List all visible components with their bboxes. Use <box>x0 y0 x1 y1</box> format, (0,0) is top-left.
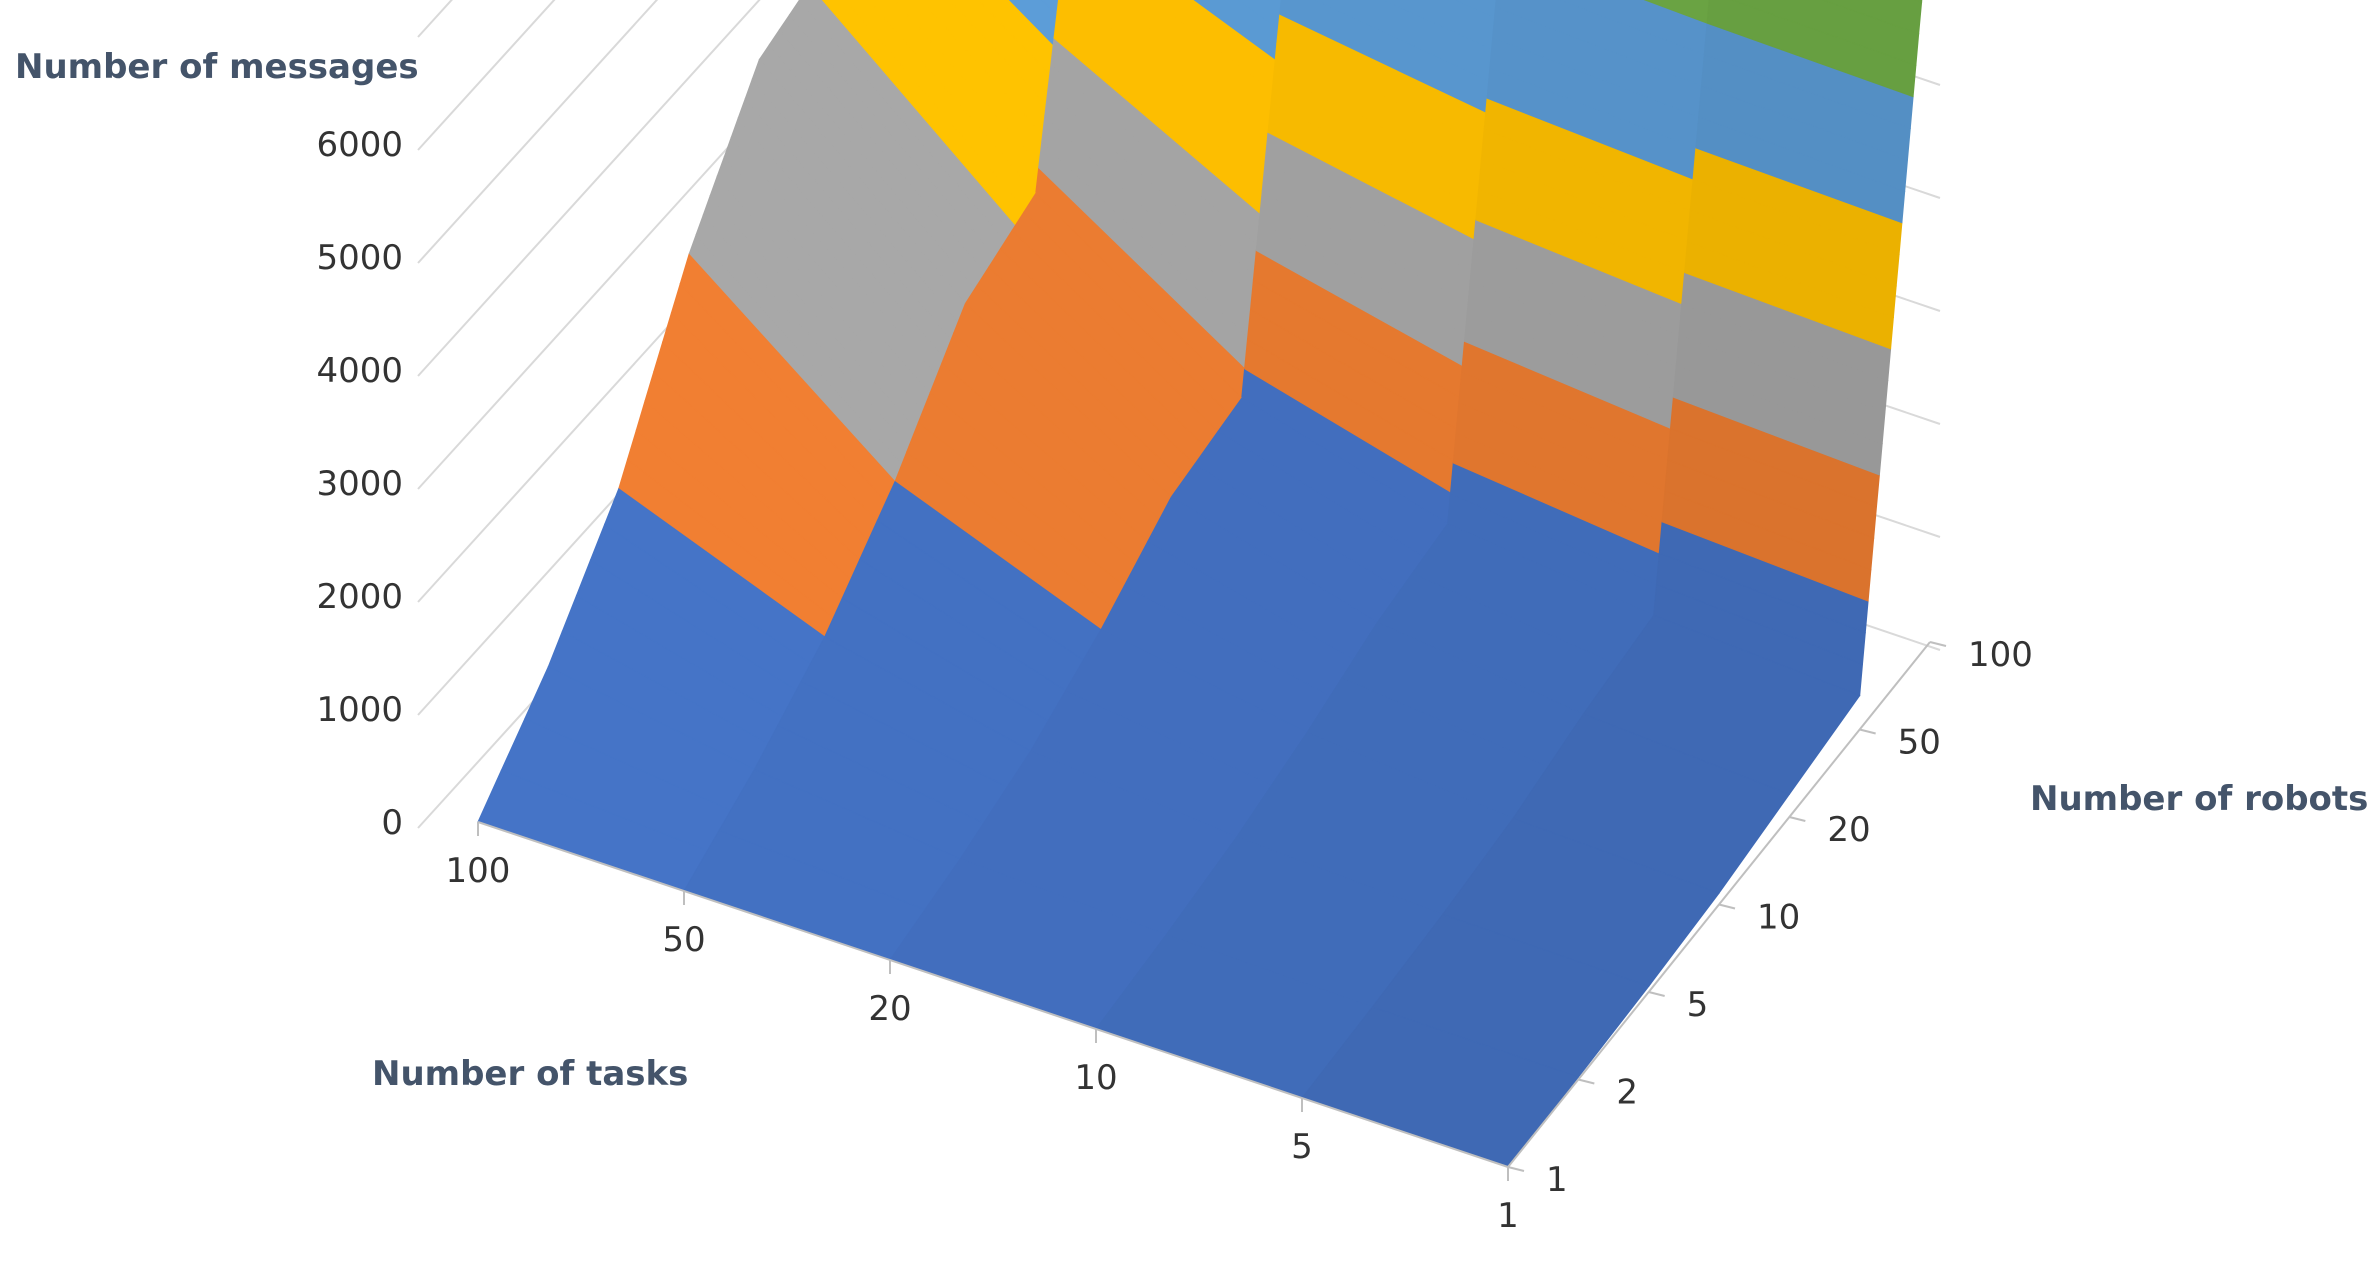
x-tick-label: 10 <box>1074 1058 1117 1098</box>
surface-patch <box>1730 0 1920 66</box>
y-axis-line <box>1507 641 1931 1168</box>
z-tick-label: 3000 <box>316 464 403 504</box>
z-tick-label: 0 <box>381 803 403 843</box>
y-tickmark <box>1507 1166 1525 1172</box>
y-tickmark <box>1789 816 1806 822</box>
y-tick-label: 10 <box>1757 898 1800 938</box>
x-axis-line <box>477 821 1509 1168</box>
z-tick-label: 1000 <box>316 690 403 730</box>
z-tick-label: 2000 <box>316 577 403 617</box>
z-tick-label: 5000 <box>316 238 403 278</box>
y-tick-label: 2 <box>1616 1073 1638 1113</box>
x-tick-label: 50 <box>662 920 705 960</box>
gridline <box>417 0 1941 264</box>
y-tickmark <box>1929 641 1947 647</box>
surface-patch <box>1706 0 1917 98</box>
surface-patch <box>1914 0 1923 3</box>
y-tick-label: 20 <box>1827 810 1870 850</box>
y-tick-label: 5 <box>1687 985 1709 1025</box>
surface <box>477 0 1923 1168</box>
y-tickmark <box>1718 903 1736 910</box>
y-tickmark <box>1578 1078 1595 1085</box>
z-tick-label: 6000 <box>316 125 403 165</box>
x-tick-label: 20 <box>868 989 911 1029</box>
surface-patch <box>1454 0 1497 18</box>
x-tick-label: 100 <box>446 851 511 891</box>
y-axis-title: Number of robots <box>2030 779 2368 819</box>
z-tick-label: 4000 <box>316 351 403 391</box>
surface-patch <box>1821 0 1923 35</box>
surface-patch <box>1041 0 1060 16</box>
y-tickmark <box>1648 991 1665 997</box>
y-tick-label: 1 <box>1546 1160 1568 1200</box>
y-tick-label: 100 <box>1968 635 2033 675</box>
y-tick-label: 50 <box>1898 723 1941 763</box>
x-axis-title: Number of tasks <box>372 1054 688 1094</box>
x-tick-label: 1 <box>1497 1196 1519 1236</box>
tick-labels: 0 1000 2000 3000 4000 5000 6000 1 5 10 20 50 100 1 2 5 1… <box>316 125 2032 1236</box>
y-tickmark <box>1859 728 1876 735</box>
x-tick-label: 5 <box>1291 1127 1313 1167</box>
z-axis-title: Number of messages <box>15 47 419 87</box>
